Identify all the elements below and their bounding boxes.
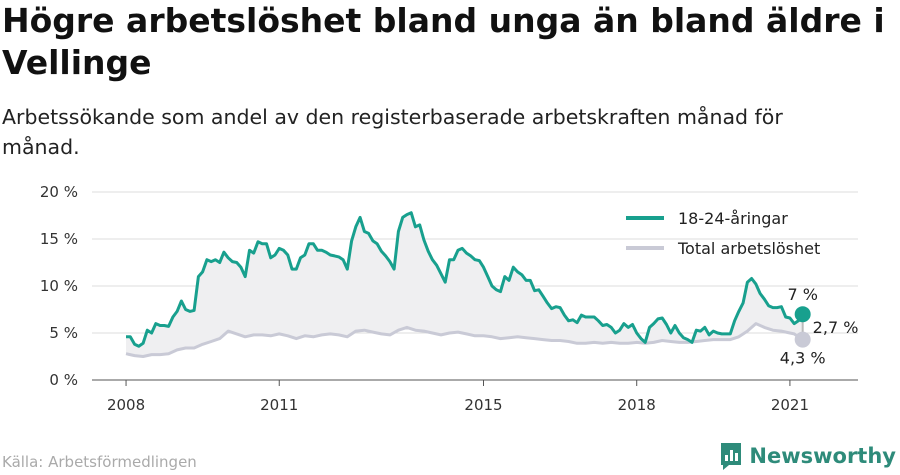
axis-layer: 0 % 5 % 10 % 15 % 20 % 2008 2011 2015 2018 2021 (40, 183, 809, 414)
x-tick-label: 2008 (107, 396, 145, 414)
y-tick-label: 20 % (40, 183, 78, 201)
end-label-total: 4,3 % (780, 349, 826, 368)
y-tick-label: 0 % (49, 371, 78, 389)
x-tick-label: 2015 (464, 396, 502, 414)
brand-name: Newsworthy (749, 444, 896, 468)
end-label-gap: 2,7 % (813, 318, 859, 337)
x-tick-label: 2021 (771, 396, 809, 414)
legend-label-total: Total arbetslöshet (677, 239, 820, 258)
series-line-total (125, 322, 804, 358)
newsworthy-logo-icon (719, 441, 743, 471)
source-note: Källa: Arbetsförmedlingen (2, 453, 197, 471)
end-markers: 7 % 2,7 % 4,3 % (780, 285, 859, 367)
brand[interactable]: Newsworthy (719, 440, 896, 472)
end-marker-total (794, 331, 811, 348)
legend: 18-24-åringar Total arbetslöshet (626, 209, 820, 258)
lines-layer (125, 211, 804, 358)
end-label-youth: 7 % (787, 285, 817, 304)
end-marker-youth (794, 306, 811, 323)
y-tick-label: 5 % (49, 324, 78, 342)
series-line-youth (126, 211, 804, 348)
gap-area (126, 212, 803, 357)
legend-label-youth: 18-24-åringar (678, 209, 788, 228)
y-tick-label: 10 % (40, 277, 78, 295)
x-tick-label: 2018 (618, 396, 656, 414)
y-tick-label: 15 % (40, 230, 78, 248)
x-tick-label: 2011 (260, 396, 298, 414)
chart-subtitle: Arbetssökande som andel av den registerb… (2, 105, 783, 159)
chart-title: Högre arbetslöshet bland unga än bland ä… (2, 1, 885, 82)
